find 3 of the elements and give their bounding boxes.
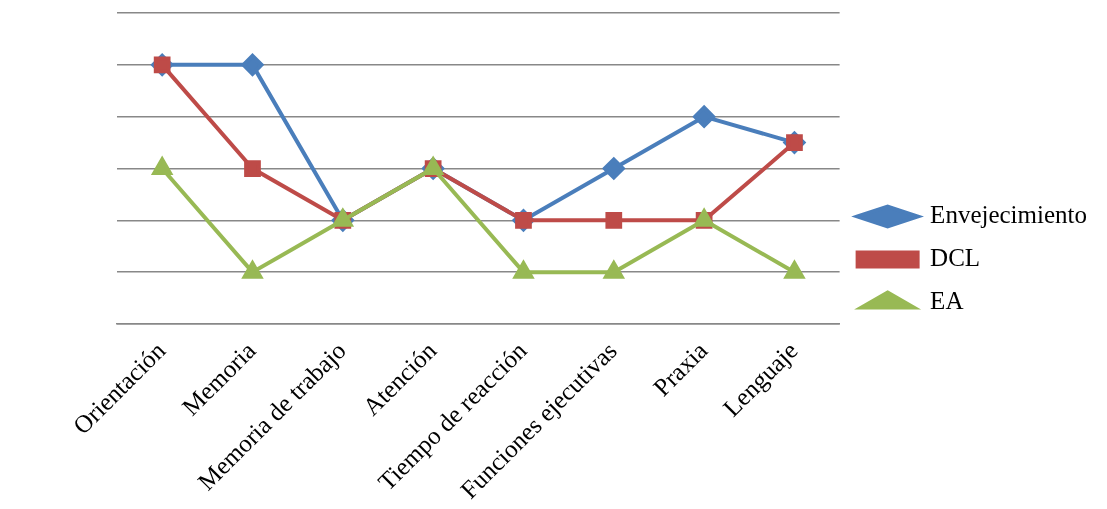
legend-label: EA (930, 287, 964, 315)
legend-label: Envejecimiento (930, 201, 1088, 229)
legend-label: DCL (930, 244, 981, 272)
